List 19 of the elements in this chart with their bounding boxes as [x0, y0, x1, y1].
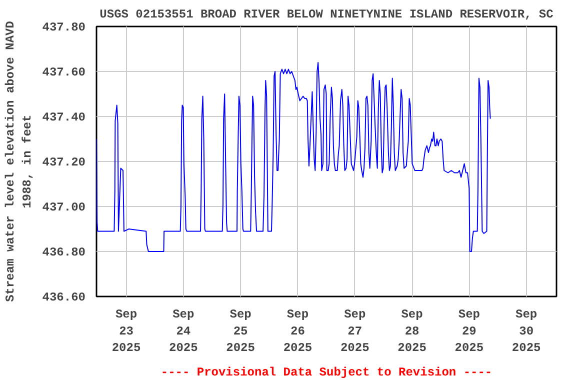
x-tick-label: Sep 28 2025: [398, 308, 426, 356]
y-tick-label: 437.80: [42, 20, 86, 34]
x-tick-label: Sep 24 2025: [169, 308, 198, 356]
x-tick-label: Sep 27 2025: [340, 308, 370, 356]
y-tick-label: 437.60: [42, 66, 86, 80]
y-axis-title: Stream water level elevation above NAVD 1988, in feet: [3, 21, 34, 302]
x-tick-label: Sep 26 2025: [283, 308, 312, 356]
line-series: [96, 62, 491, 252]
x-tick-label: Sep 30 2025: [512, 308, 541, 356]
y-tick-label: 436.60: [42, 290, 86, 304]
y-tick-label: 437.20: [42, 156, 86, 170]
y-tick-label: 436.80: [42, 246, 86, 260]
y-tick-label: 437.40: [42, 110, 86, 124]
x-tick-label: Sep 23 2025: [112, 308, 141, 356]
chart-title: USGS 02153551 BROAD RIVER BELOW NINETYNINE ISLAND RESERVOIR, SC: [100, 8, 554, 22]
y-tick-label: 437.00: [42, 200, 86, 214]
text: ---- Provisional Data Subject to Revision ----: [160, 366, 492, 380]
x-tick-label: Sep 29 2025: [454, 308, 484, 356]
x-tick-label: Sep 25 2025: [226, 308, 255, 356]
